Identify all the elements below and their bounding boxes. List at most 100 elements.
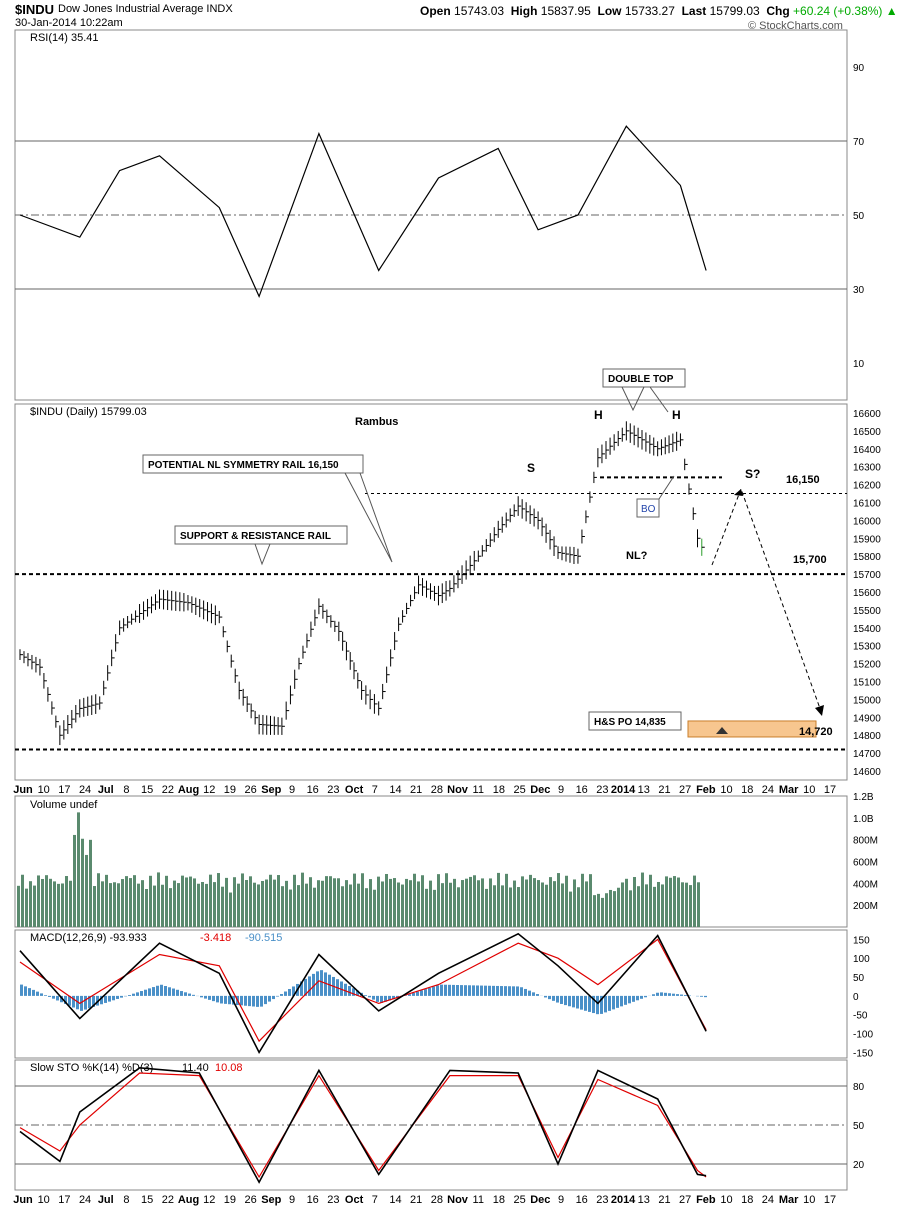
x-axis-label: 10 <box>38 784 50 796</box>
macd-tick-label: -100 <box>853 1030 873 1041</box>
volume-bar <box>341 886 344 927</box>
volume-bar <box>357 883 360 927</box>
price-tick-label: 16000 <box>853 516 881 527</box>
x-axis-label: 25 <box>513 784 525 796</box>
chart-name: Dow Jones Industrial Average INDX <box>58 3 233 15</box>
volume-bar <box>485 888 488 927</box>
bo-callout <box>658 475 675 500</box>
x-axis-label: 16 <box>576 784 588 796</box>
volume-bar <box>517 887 520 927</box>
volume-bar <box>225 877 228 927</box>
rsi-tick-label: 90 <box>853 63 865 74</box>
macd-histogram-bar <box>288 988 291 996</box>
macd-histogram-bar <box>120 995 123 998</box>
volume-bar <box>521 876 524 927</box>
volume-bar <box>157 872 160 927</box>
macd-histogram-bar <box>292 986 295 996</box>
volume-bar <box>469 876 472 927</box>
x-axis-label: 21 <box>658 1194 670 1206</box>
volume-bar <box>317 880 320 927</box>
volume-bar <box>449 882 452 927</box>
volume-bar <box>253 882 256 927</box>
volume-bar <box>585 881 588 927</box>
rsi-title: RSI(14) 35.41 <box>30 32 98 44</box>
macd-histogram-bar <box>592 995 595 1014</box>
sto-tick-label: 50 <box>853 1121 865 1132</box>
x-axis-label: 21 <box>410 784 422 796</box>
macd-histogram-bar <box>220 995 223 1004</box>
x-axis-label: 9 <box>558 784 564 796</box>
volume-bar <box>657 881 660 927</box>
volume-bar <box>561 883 564 927</box>
double-top-callout-right <box>649 386 669 413</box>
high-value: 15837.95 <box>540 4 591 18</box>
volume-bar <box>653 886 656 927</box>
x-axis-label: 17 <box>824 784 836 796</box>
macd-tick-label: 0 <box>853 992 859 1003</box>
volume-bar <box>381 881 384 927</box>
volume-bar <box>269 874 272 927</box>
x-axis-label: 18 <box>741 784 753 796</box>
macd-histogram-bar <box>524 988 527 996</box>
macd-histogram-bar <box>544 995 547 998</box>
price-tick-label: 14700 <box>853 749 881 760</box>
macd-histogram-bar <box>572 995 575 1008</box>
head-label-2: H <box>672 408 681 422</box>
x-axis-label: 11 <box>473 784 484 796</box>
macd-histogram-bar <box>468 985 471 996</box>
macd-histogram-bar <box>428 987 431 996</box>
low-label: Low <box>597 4 622 18</box>
volume-bar <box>437 874 440 927</box>
volume-bar <box>369 879 372 927</box>
volume-bar <box>457 887 460 927</box>
volume-bar <box>125 876 128 927</box>
price-tick-label: 15300 <box>853 642 881 653</box>
volume-bar <box>429 880 432 927</box>
macd-histogram-bar <box>676 994 679 996</box>
macd-histogram-bar <box>204 995 207 999</box>
sto-tick-label: 80 <box>853 1082 865 1093</box>
macd-histogram-bar <box>32 989 35 996</box>
support-callout <box>254 543 271 566</box>
volume-bar <box>25 888 28 927</box>
shoulder-label-right: S? <box>745 467 760 481</box>
macd-histogram-bar <box>564 995 567 1006</box>
x-axis-label: 23 <box>596 1194 608 1206</box>
macd-histogram-bar <box>348 986 351 996</box>
macd-histogram-bar <box>40 993 43 996</box>
ohlc-readout: Open 15743.03 High 15837.95 Low 15733.27… <box>420 4 898 18</box>
macd-histogram-bar <box>312 973 315 996</box>
macd-histogram-bar <box>476 985 479 996</box>
macd-histogram-bar <box>620 995 623 1007</box>
macd-histogram-bar <box>584 995 587 1011</box>
macd-histogram-bar <box>612 995 615 1010</box>
volume-bar <box>533 878 536 927</box>
macd-histogram-bar <box>48 995 51 997</box>
x-axis-label: 21 <box>658 784 670 796</box>
macd-histogram-bar <box>672 993 675 996</box>
macd-histogram-bar <box>136 992 139 996</box>
macd-histogram-bar <box>492 985 495 996</box>
chg-label: Chg <box>766 4 790 18</box>
volume-bar <box>661 884 664 927</box>
macd-tick-label: -50 <box>853 1011 868 1022</box>
volume-bar <box>173 880 176 927</box>
macd-histogram-bar <box>628 995 631 1004</box>
x-axis-label: 27 <box>679 1194 691 1206</box>
x-axis-label: Aug <box>178 1194 199 1206</box>
volume-bar <box>209 874 212 927</box>
volume-bar <box>453 878 456 927</box>
price-tick-label: 14800 <box>853 731 881 742</box>
volume-bar <box>601 897 604 927</box>
macd-histogram-bar <box>52 995 55 999</box>
volume-bar <box>549 877 552 927</box>
macd-histogram-bar <box>508 986 511 996</box>
volume-bar <box>29 881 32 927</box>
macd-histogram-bar <box>420 990 423 996</box>
price-tick-label: 15400 <box>853 624 881 635</box>
volume-bar <box>509 887 512 927</box>
macd-histogram-bar <box>156 985 159 996</box>
volume-bar <box>617 887 620 927</box>
volume-tick-label: 600M <box>853 858 878 869</box>
chart-symbol: $INDU <box>15 2 55 17</box>
